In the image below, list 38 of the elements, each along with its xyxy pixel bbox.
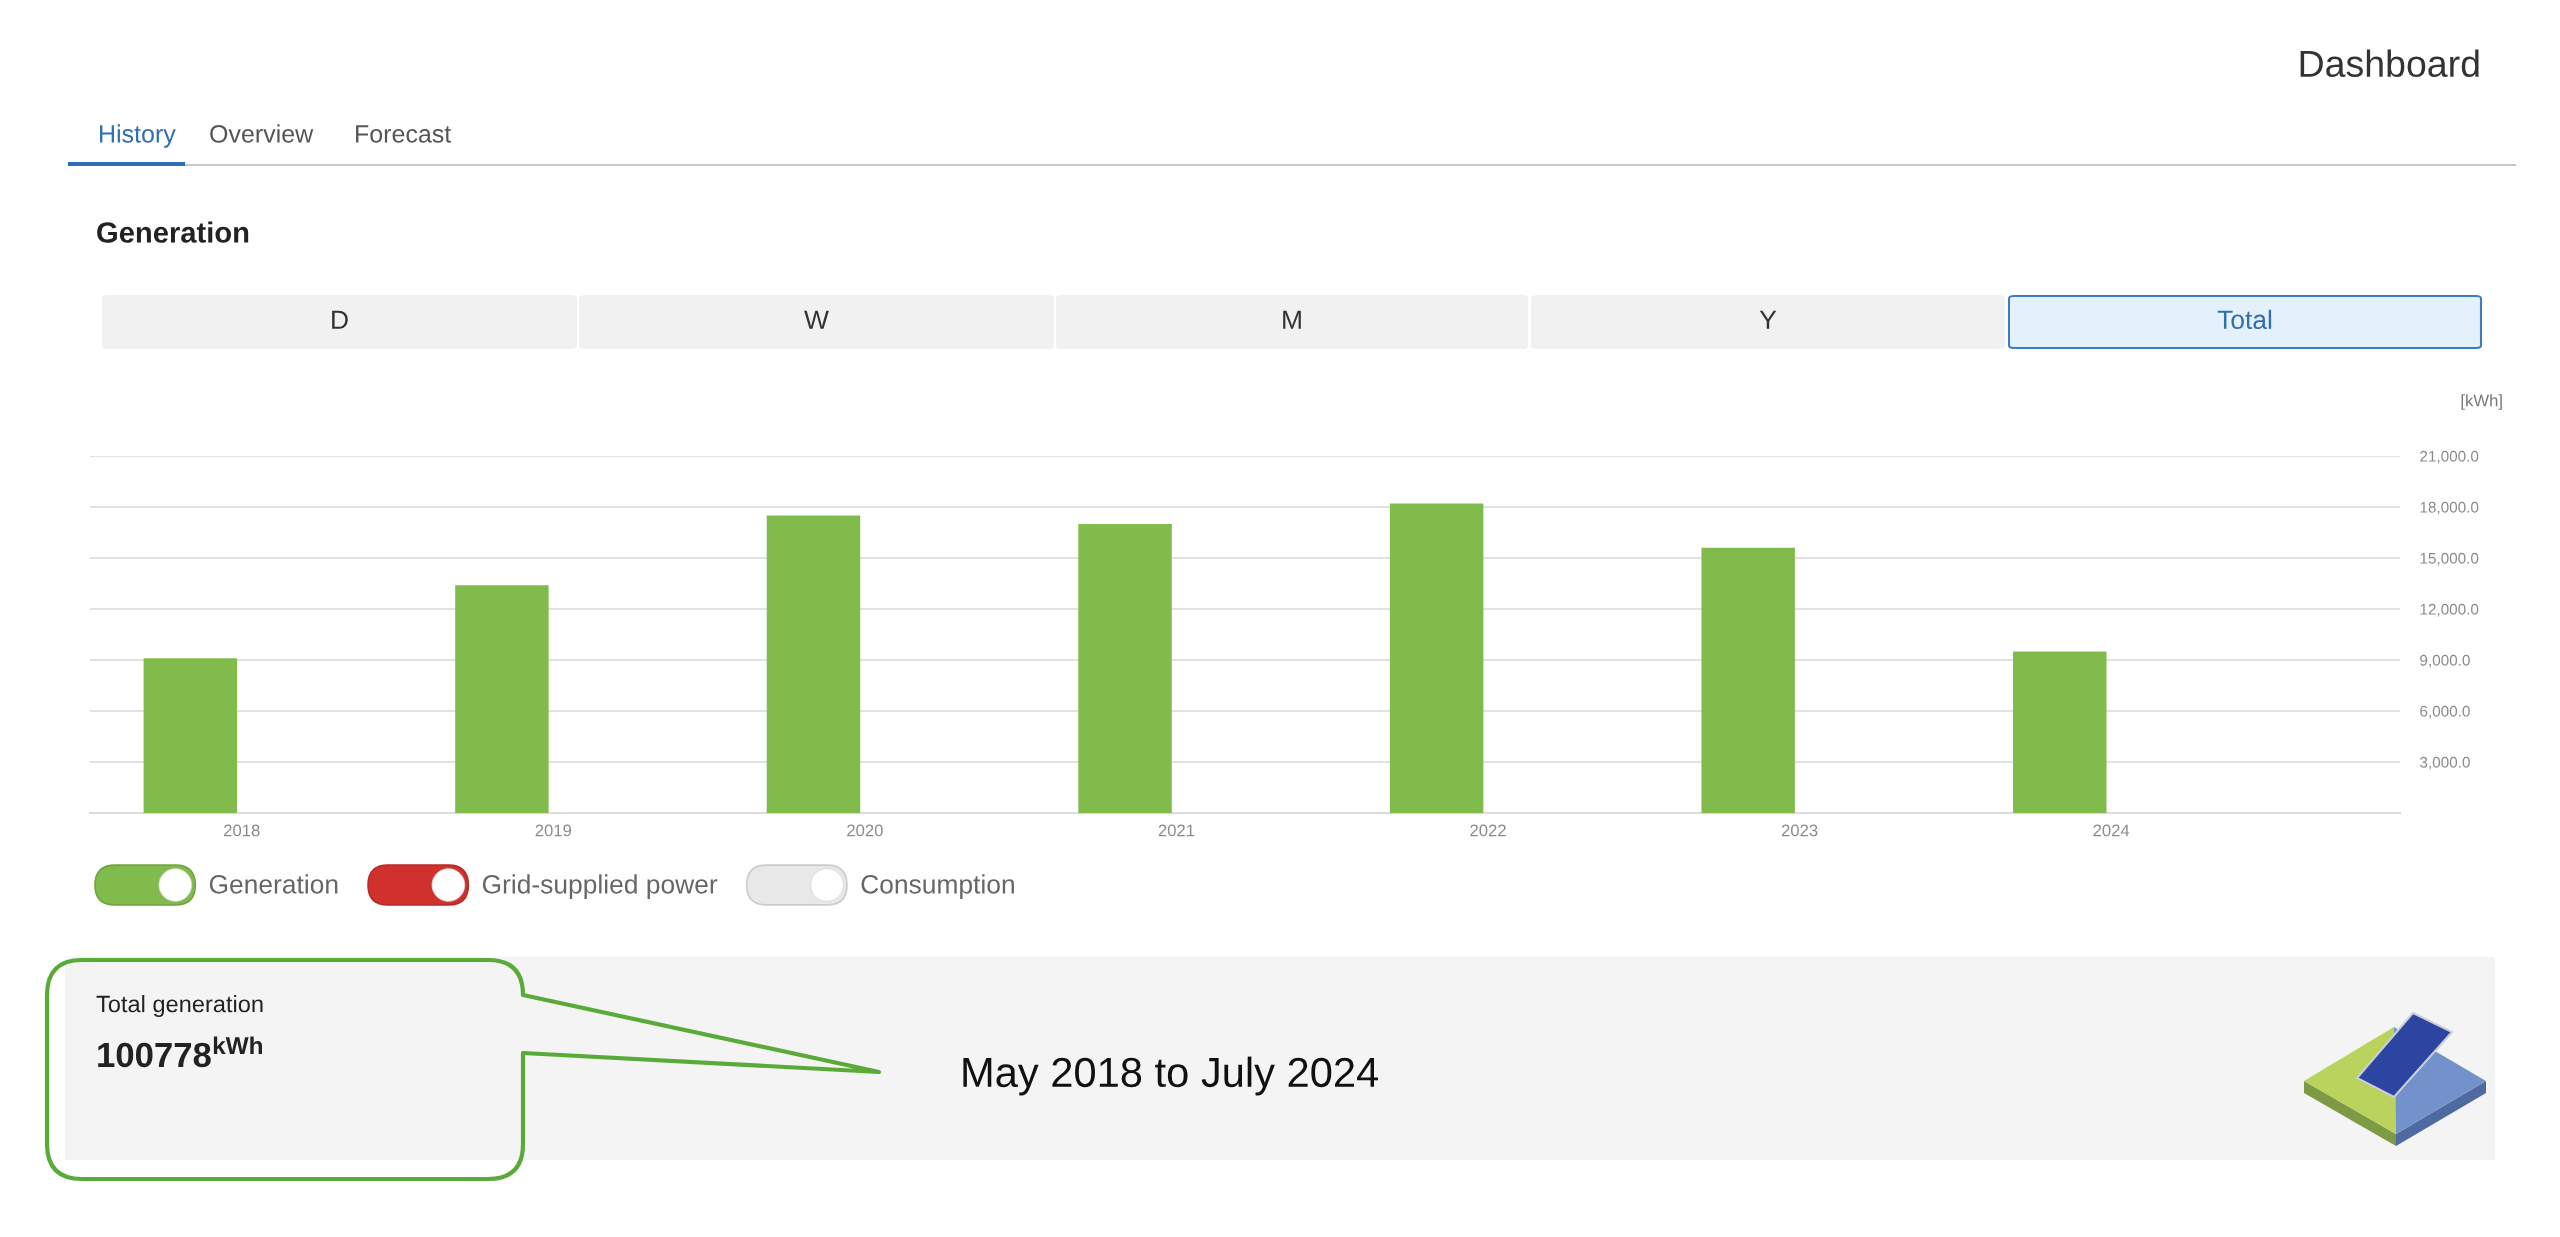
y-tick-label: 6,000.0 <box>2420 705 2470 719</box>
y-tick-label: 9,000.0 <box>2420 654 2470 668</box>
x-tick-label: 2019 <box>535 824 572 837</box>
bar <box>766 515 861 813</box>
bar <box>1389 503 1484 813</box>
text: 100778$^{kWh}$ <box>98 1036 262 1068</box>
text: Forecast <box>356 125 452 143</box>
y-tick-label: 3,000.0 <box>2420 756 2470 770</box>
y-tick-label: 21,000.0 <box>2420 450 2479 464</box>
text: May 2018 to July 2024 <box>963 1056 1379 1096</box>
y-tick-label: 12,000.0 <box>2420 603 2479 617</box>
text: M <box>1283 310 1301 329</box>
bar <box>455 585 549 813</box>
y-tick-label: 18,000.0 <box>2420 501 2479 515</box>
legend-label: Consumption <box>861 874 1014 899</box>
y-axis-title: [kWh] <box>2461 394 2502 410</box>
text: Total <box>2217 309 2272 330</box>
x-tick-label: 2018 <box>224 824 260 837</box>
text: Y <box>1759 310 1777 329</box>
text: Dashboard <box>2300 49 2479 78</box>
x-tick-label: 2022 <box>1470 824 1506 837</box>
bar <box>1078 524 1172 813</box>
text: Total generation <box>96 994 263 1017</box>
y-tick-label: 15,000.0 <box>2420 552 2479 566</box>
x-tick-label: 2024 <box>2093 824 2130 837</box>
legend-label: Grid-supplied power <box>482 874 718 899</box>
text: D <box>332 310 348 329</box>
text: Overview <box>210 124 314 143</box>
legend-label: Generation <box>209 874 338 894</box>
bar <box>1701 547 1795 813</box>
text: W <box>804 310 829 329</box>
x-tick-label: 2021 <box>1158 824 1195 837</box>
x-tick-label: 2020 <box>847 824 883 837</box>
x-tick-label: 2023 <box>1781 824 1818 837</box>
chart-title: Generation <box>97 221 249 243</box>
bar <box>2013 651 2107 813</box>
text: History <box>100 124 176 148</box>
bar <box>143 658 238 813</box>
